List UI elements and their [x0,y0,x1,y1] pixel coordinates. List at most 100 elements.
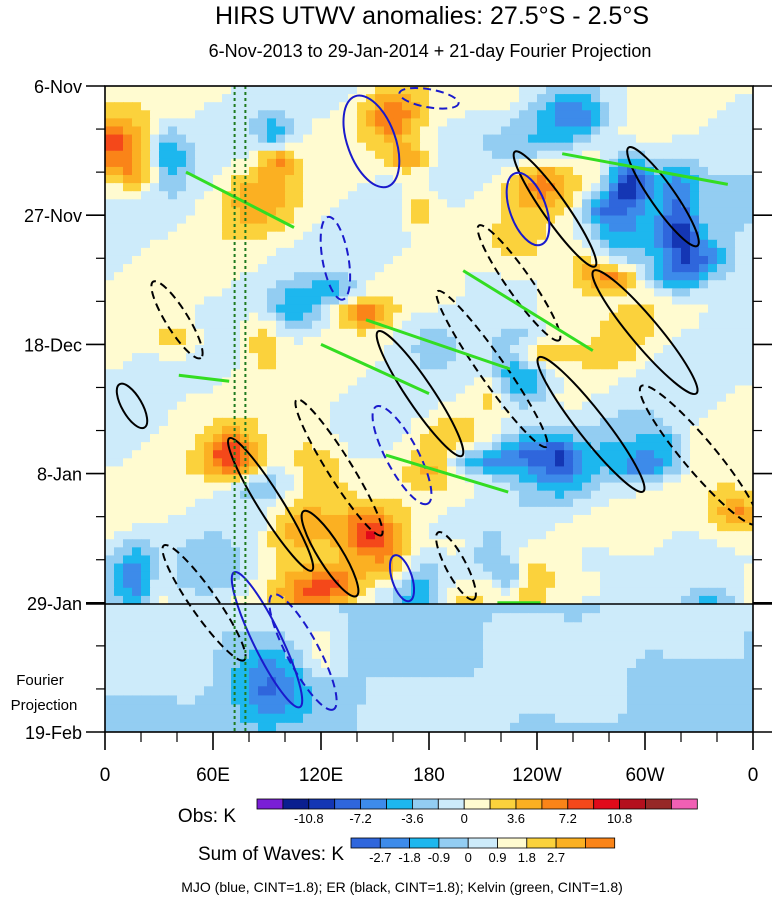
projection-cell [555,640,565,651]
obs-cell [258,86,268,95]
obs-cell [708,199,718,208]
obs-cell [114,264,124,273]
obs-cell [501,102,511,111]
obs-cell [411,514,421,524]
obs-cell [132,288,142,298]
obs-cell [627,264,637,273]
obs-cell [447,288,457,298]
obs-cell [654,587,664,597]
obs-cell [375,158,385,168]
obs-cell [159,458,169,467]
obs-cell [672,579,682,589]
obs-cell [564,304,574,314]
projection-cell [321,631,331,642]
obs-cell [402,506,412,516]
obs-cell [339,272,349,281]
obs-cell [465,183,475,192]
obs-cell [177,409,187,419]
obs-cell [717,369,727,378]
obs-cell [582,102,592,111]
obs-cell [519,223,529,233]
obs-cell [663,86,673,95]
obs-cell [258,199,268,208]
obs-cell [618,288,628,298]
obs-cell [294,490,304,500]
obs-cell [726,531,736,540]
obs-cell [357,506,367,516]
obs-cell [330,587,340,597]
obs-cell [375,587,385,597]
obs-cell [204,434,214,443]
obs-cell [555,320,565,330]
obs-cell [573,86,583,95]
obs-cell [366,272,376,281]
obs-cell [636,490,646,500]
obs-cell [375,377,385,387]
obs-cell [654,393,664,403]
obs-cell [519,409,529,419]
obs-cell [204,231,214,241]
obs-cell [195,409,205,419]
obs-cell [537,458,547,467]
obs-cell [555,474,565,484]
obs-cell [366,304,376,314]
obs-cell [105,353,115,362]
obs-cell [258,434,268,443]
obs-cell [690,126,700,136]
obs-cell [159,571,169,581]
obs-cell [330,320,340,330]
obs-cell [303,304,313,314]
obs-cell [681,369,691,378]
projection-cell [429,631,439,642]
projection-cell [141,640,151,651]
obs-cell [501,94,511,103]
obs-cell [618,401,628,411]
obs-cell [105,369,115,378]
obs-cell [582,320,592,330]
obs-cell [186,288,196,298]
projection-cell [105,640,115,651]
obs-cell [249,482,259,492]
obs-cell [312,377,322,387]
obs-cell [375,110,385,119]
obs-cell [303,587,313,597]
obs-cell [330,490,340,500]
obs-cell [447,175,457,184]
obs-cell [285,312,295,322]
obs-cell [123,595,133,604]
obs-cell [375,328,385,338]
obs-cell [375,434,385,443]
obs-cell [267,571,277,581]
obs-cell [384,466,394,476]
obs-cell [384,385,394,395]
obs-cell [393,304,403,314]
obs-cell [159,272,169,281]
projection-cell [735,622,745,633]
obs-cell [249,498,259,508]
obs-cell [420,450,430,459]
obs-cell [429,272,439,281]
obs-cell [114,134,124,144]
obs-cell [384,150,394,160]
obs-cell [618,587,628,597]
obs-cell [573,434,583,443]
obs-cell [384,393,394,403]
obs-cell [438,264,448,273]
obs-cell [114,110,124,119]
obs-cell [438,199,448,208]
obs-cell [240,110,250,119]
obs-cell [258,450,268,459]
obs-cell [564,231,574,241]
obs-cell [186,102,196,111]
obs-cell [528,199,538,208]
obs-cell [375,490,385,500]
projection-cell [294,640,304,651]
obs-cell [141,94,151,103]
obs-cell [744,506,753,516]
obs-cell [285,150,295,160]
obs-cell [312,207,322,217]
obs-cell [123,466,133,476]
obs-cell [375,239,385,249]
projection-cell [366,631,376,642]
obs-cell [384,506,394,516]
